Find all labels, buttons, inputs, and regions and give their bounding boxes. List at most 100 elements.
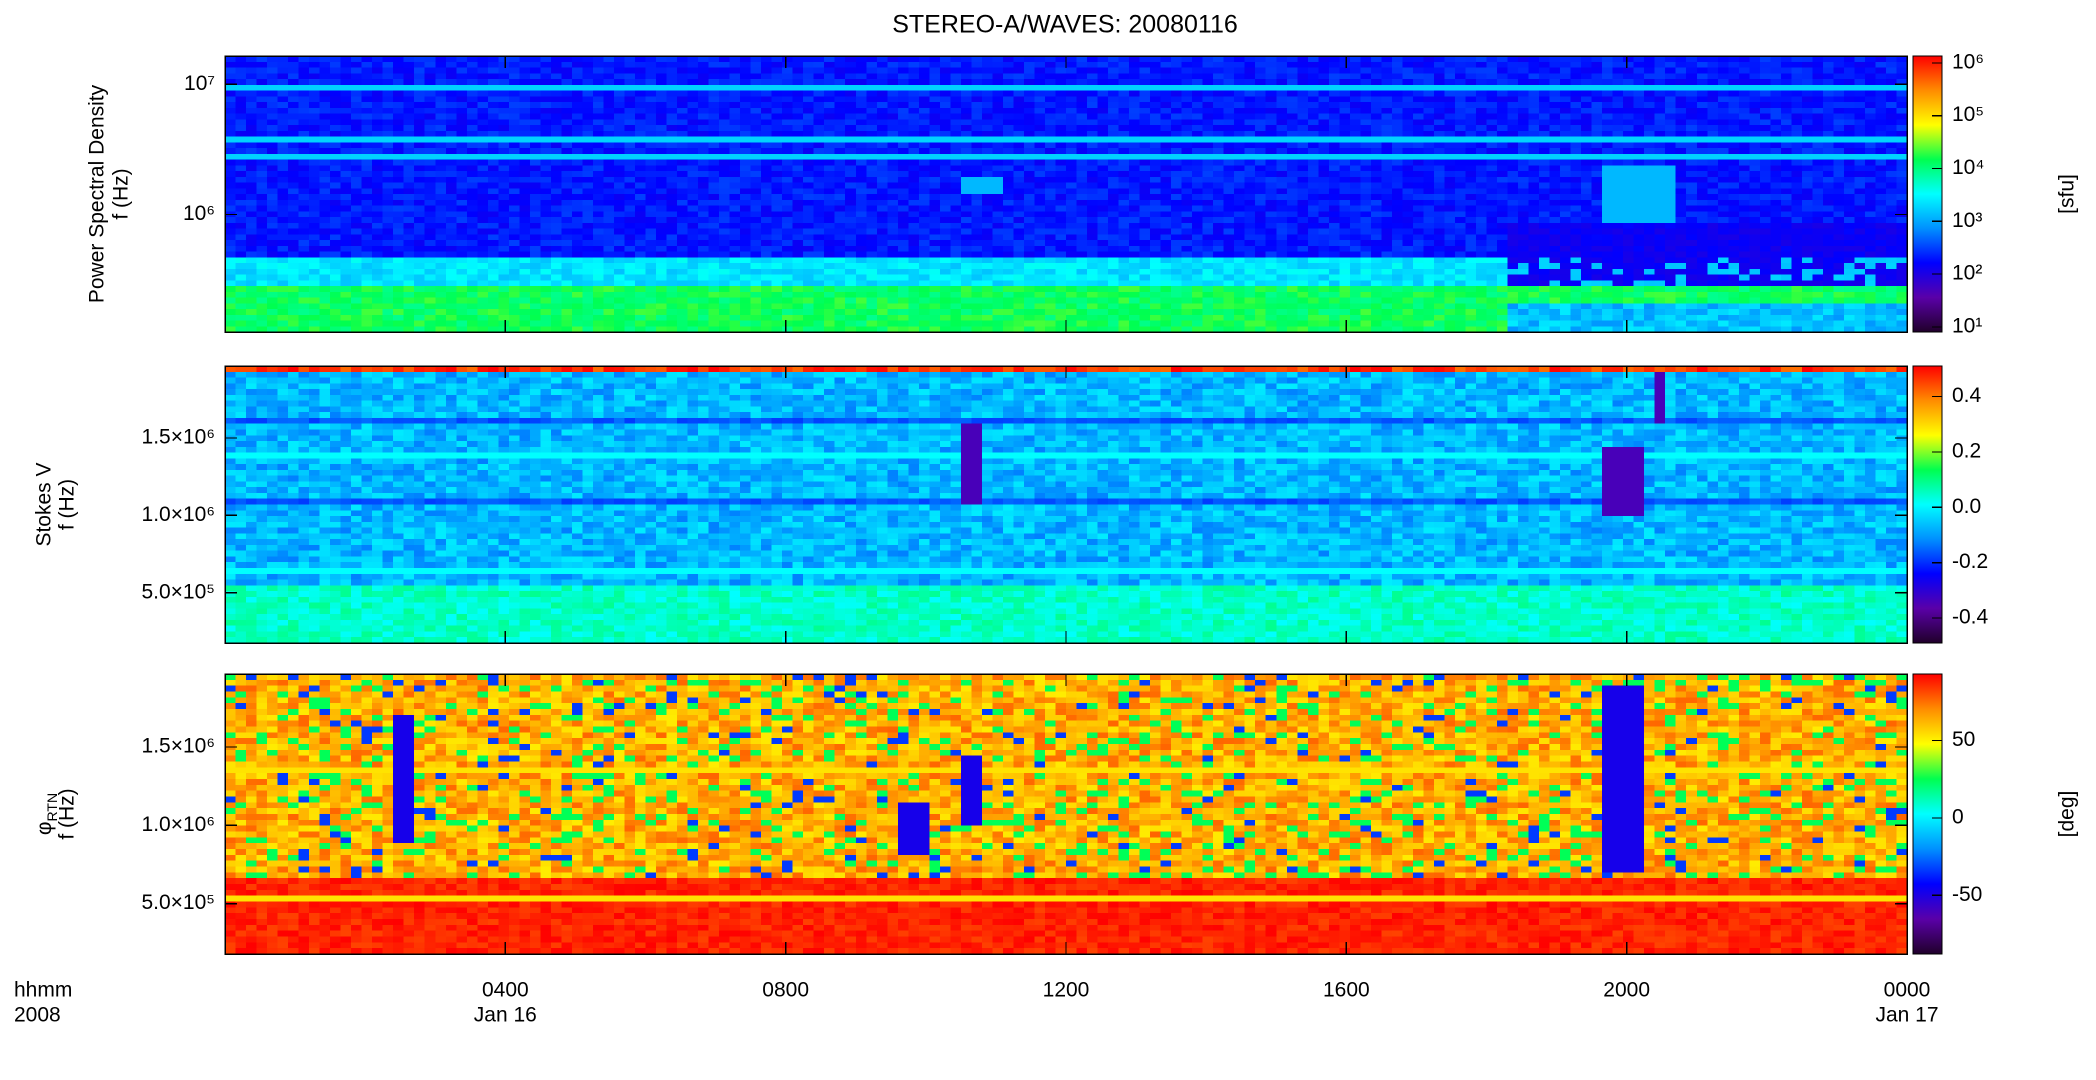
spectrogram-cell bbox=[1739, 96, 1750, 102]
spectrogram-cell bbox=[362, 56, 373, 62]
spectrogram-cell bbox=[1013, 73, 1024, 79]
spectrogram-cell bbox=[257, 91, 268, 97]
spectrogram-cell bbox=[1182, 96, 1193, 102]
spectrogram-cell bbox=[1108, 73, 1119, 79]
spectrogram-cell bbox=[1045, 91, 1056, 97]
spectrogram-cell bbox=[1245, 62, 1256, 68]
spectrogram-cell bbox=[257, 56, 268, 62]
spectrogram-cell bbox=[824, 62, 835, 68]
spectrogram-cell bbox=[446, 96, 457, 102]
spectrogram-cell bbox=[961, 102, 972, 108]
spectrogram-cell bbox=[1371, 56, 1382, 62]
spectrogram-cell bbox=[751, 62, 762, 68]
spectrogram-cell bbox=[614, 79, 625, 85]
spectrogram-cell bbox=[257, 102, 268, 108]
spectrogram-cell bbox=[1539, 96, 1550, 102]
spectrogram-cell bbox=[1518, 96, 1529, 102]
spectrogram-cell bbox=[1434, 102, 1445, 108]
spectrogram-cell bbox=[646, 91, 657, 97]
spectrogram-cell bbox=[1697, 85, 1708, 91]
spectrogram-cell bbox=[992, 91, 1003, 97]
spectrogram-cell bbox=[393, 68, 404, 74]
spectrogram-cell bbox=[814, 91, 825, 97]
spectrogram-cell bbox=[1013, 68, 1024, 74]
spectrogram-cell bbox=[530, 85, 541, 91]
spectrogram-cell bbox=[1487, 96, 1498, 102]
spectrogram-cell bbox=[1434, 73, 1445, 79]
spectrogram-cell bbox=[1718, 91, 1729, 97]
spectrogram-cell bbox=[1024, 91, 1035, 97]
spectrogram-cell bbox=[1245, 56, 1256, 62]
spectrogram-cell bbox=[351, 68, 362, 74]
spectrogram-cell bbox=[1571, 62, 1582, 68]
spectrogram-cell bbox=[1791, 91, 1802, 97]
spectrogram-cell bbox=[1781, 73, 1792, 79]
spectrogram-cell bbox=[1487, 62, 1498, 68]
spectrogram-cell bbox=[772, 85, 783, 91]
spectrogram-cell bbox=[477, 91, 488, 97]
spectrogram-cell bbox=[961, 68, 972, 74]
spectrogram-cell bbox=[1203, 56, 1214, 62]
spectrogram-cell bbox=[1539, 79, 1550, 85]
spectrogram-cell bbox=[1791, 85, 1802, 91]
spectrogram-cell bbox=[761, 96, 772, 102]
spectrogram-cell bbox=[1812, 96, 1823, 102]
spectrogram-cell bbox=[1392, 91, 1403, 97]
spectrogram-cell bbox=[1224, 68, 1235, 74]
spectrogram-cell bbox=[320, 91, 331, 97]
spectrogram-cell bbox=[1581, 73, 1592, 79]
spectrogram-cell bbox=[267, 102, 278, 108]
spectrogram-cell bbox=[1276, 96, 1287, 102]
spectrogram-cell bbox=[362, 62, 373, 68]
spectrogram-cell bbox=[1823, 96, 1834, 102]
spectrogram-cell bbox=[940, 91, 951, 97]
spectrogram-cell bbox=[1728, 62, 1739, 68]
spectrogram-cell bbox=[1854, 79, 1865, 85]
spectrogram-cell bbox=[1150, 79, 1161, 85]
spectrogram-cell bbox=[246, 85, 257, 91]
spectrogram-cell bbox=[446, 68, 457, 74]
spectrogram-cell bbox=[309, 56, 320, 62]
spectrogram-cell bbox=[803, 91, 814, 97]
spectrogram-cell bbox=[656, 62, 667, 68]
spectrogram-cell bbox=[1497, 62, 1508, 68]
spectrogram-cell bbox=[383, 56, 394, 62]
spectrogram-cell bbox=[1770, 79, 1781, 85]
spectrogram-cell bbox=[1150, 85, 1161, 91]
spectrogram-cell bbox=[1339, 85, 1350, 91]
spectrogram-cell bbox=[362, 102, 373, 108]
spectrogram-cell bbox=[982, 96, 993, 102]
spectrogram-cell bbox=[1129, 102, 1140, 108]
spectrogram-cell bbox=[320, 85, 331, 91]
spectrogram-cell bbox=[257, 79, 268, 85]
spectrogram-cell bbox=[1013, 85, 1024, 91]
spectrogram-cell bbox=[887, 79, 898, 85]
spectrogram-cell bbox=[1655, 79, 1666, 85]
spectrogram-cell bbox=[1192, 62, 1203, 68]
spectrogram-cell bbox=[866, 85, 877, 91]
spectrogram-cell bbox=[1129, 73, 1140, 79]
spectrogram-cell bbox=[908, 68, 919, 74]
spectrogram-cell bbox=[624, 102, 635, 108]
spectrogram-cell bbox=[1423, 102, 1434, 108]
spectrogram-cell bbox=[425, 56, 436, 62]
spectrogram-cell bbox=[803, 85, 814, 91]
spectrogram-cell bbox=[488, 79, 499, 85]
spectrogram-cell bbox=[320, 68, 331, 74]
spectrogram-cell bbox=[1297, 96, 1308, 102]
spectrogram-cell bbox=[1350, 96, 1361, 102]
spectrogram-cell bbox=[1550, 68, 1561, 74]
spectrogram-cell bbox=[877, 96, 888, 102]
spectrogram-cell bbox=[561, 62, 572, 68]
spectrogram-cell bbox=[1487, 73, 1498, 79]
spectrogram-cell bbox=[1329, 91, 1340, 97]
spectrogram-cell bbox=[929, 68, 940, 74]
spectrogram-cell bbox=[1676, 85, 1687, 91]
spectrogram-cell bbox=[1886, 73, 1897, 79]
spectrogram-cell bbox=[1539, 56, 1550, 62]
spectrogram-cell bbox=[1402, 56, 1413, 62]
spectrogram-cell bbox=[877, 85, 888, 91]
spectrogram-cell bbox=[835, 91, 846, 97]
spectrogram-cell bbox=[992, 73, 1003, 79]
spectrogram-cell bbox=[603, 68, 614, 74]
